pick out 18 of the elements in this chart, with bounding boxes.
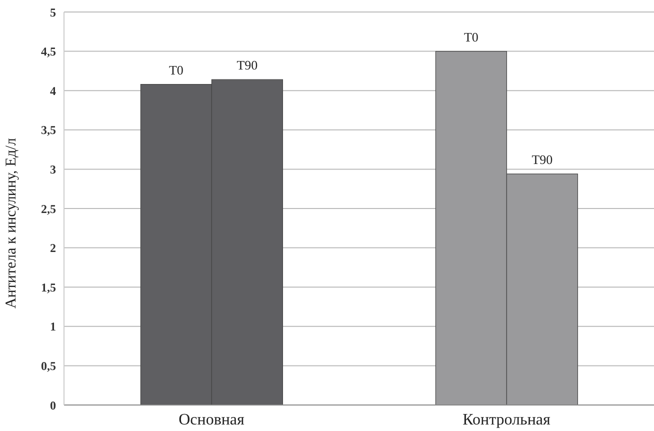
y-tick-label: 4,5 (41, 44, 56, 59)
series-label: T0 (168, 62, 184, 78)
y-tick-label: 1,5 (41, 280, 56, 294)
text: T0 (464, 29, 478, 44)
y-tick-label: 1 (50, 320, 56, 334)
y-tick-label: 2 (50, 241, 56, 256)
x-tick-label: Основная (178, 411, 246, 428)
x-tick-label: Контрольная (462, 411, 551, 428)
y-tick-label: 3,5 (41, 123, 56, 138)
y-tick-label: 4 (50, 84, 56, 98)
y-tick-label: 0,5 (41, 358, 56, 373)
series-label: T90 (236, 58, 258, 73)
text: T90 (532, 152, 553, 167)
y-tick-label: 5 (50, 5, 56, 20)
y-axis-title: Антитела к инсулину, Ед/л (3, 138, 20, 308)
y-tick-label: 0 (50, 398, 56, 412)
y-tick-label: 2,5 (41, 202, 56, 216)
y-tick-label: 3 (50, 162, 56, 176)
